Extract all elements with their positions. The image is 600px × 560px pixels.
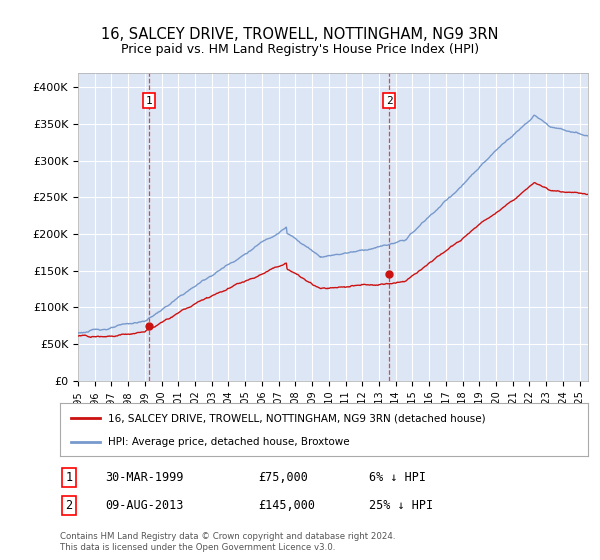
- Text: Price paid vs. HM Land Registry's House Price Index (HPI): Price paid vs. HM Land Registry's House …: [121, 43, 479, 56]
- Text: 1: 1: [65, 470, 73, 484]
- Text: 6% ↓ HPI: 6% ↓ HPI: [369, 470, 426, 484]
- Text: 2: 2: [65, 498, 73, 512]
- Text: 2: 2: [386, 96, 392, 105]
- Text: £75,000: £75,000: [258, 470, 308, 484]
- Text: £145,000: £145,000: [258, 498, 315, 512]
- Text: 25% ↓ HPI: 25% ↓ HPI: [369, 498, 433, 512]
- Text: 1: 1: [146, 96, 152, 105]
- Text: 16, SALCEY DRIVE, TROWELL, NOTTINGHAM, NG9 3RN (detached house): 16, SALCEY DRIVE, TROWELL, NOTTINGHAM, N…: [107, 413, 485, 423]
- Text: 16, SALCEY DRIVE, TROWELL, NOTTINGHAM, NG9 3RN: 16, SALCEY DRIVE, TROWELL, NOTTINGHAM, N…: [101, 27, 499, 42]
- Text: 30-MAR-1999: 30-MAR-1999: [105, 470, 184, 484]
- Text: Contains HM Land Registry data © Crown copyright and database right 2024.
This d: Contains HM Land Registry data © Crown c…: [60, 532, 395, 552]
- Text: HPI: Average price, detached house, Broxtowe: HPI: Average price, detached house, Brox…: [107, 436, 349, 446]
- Text: 09-AUG-2013: 09-AUG-2013: [105, 498, 184, 512]
